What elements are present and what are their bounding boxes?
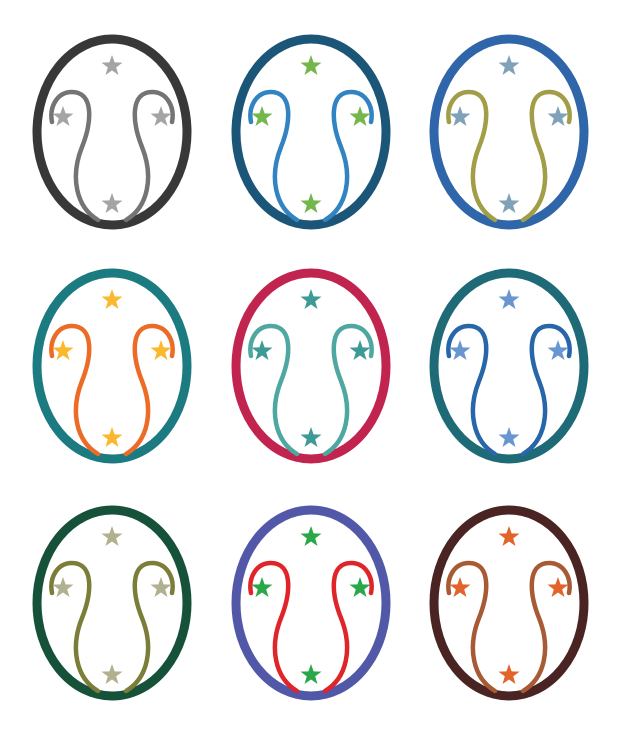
emblem [32,505,192,701]
top-star-icon [300,526,322,546]
top-star-icon [101,526,123,546]
bottom-star-icon [300,427,322,447]
left-star-icon [449,106,471,126]
top-star-icon [498,289,520,309]
bottom-star-icon [498,193,520,213]
left-swirl [446,323,498,457]
emblem-ring [429,268,589,464]
emblem-ring [32,505,192,701]
left-swirl [49,560,101,694]
left-star-icon [251,340,273,360]
left-swirl [49,323,101,457]
right-star-icon [547,106,569,126]
bottom-star-icon [498,427,520,447]
left-swirl [49,89,101,223]
left-star-icon [52,106,74,126]
emblems-layer [32,34,589,701]
top-star-icon [101,289,123,309]
emblem [429,505,589,701]
bottom-star-icon [101,427,123,447]
emblem-ring [429,505,589,701]
right-swirl [322,89,374,223]
top-star-icon [101,55,123,75]
emblem [429,34,589,230]
right-swirl [322,560,374,694]
emblem-ring [231,505,391,701]
emblem [231,34,391,230]
bottom-star-icon [300,664,322,684]
right-star-icon [150,340,172,360]
top-star-icon [300,289,322,309]
right-swirl [322,323,374,457]
left-swirl [248,323,300,457]
emblem [429,268,589,464]
emblem-ring [231,34,391,230]
emblem [32,34,192,230]
left-star-icon [52,340,74,360]
right-swirl [520,89,572,223]
left-star-icon [449,340,471,360]
right-star-icon [547,577,569,597]
emblem-ring [32,34,192,230]
emblem-ring [32,268,192,464]
bottom-star-icon [300,193,322,213]
left-swirl [248,89,300,223]
top-star-icon [498,55,520,75]
right-star-icon [349,340,371,360]
top-star-icon [498,526,520,546]
right-star-icon [349,577,371,597]
right-swirl [520,323,572,457]
left-star-icon [52,577,74,597]
left-star-icon [251,106,273,126]
bottom-star-icon [498,664,520,684]
emblem-ring [429,34,589,230]
left-swirl [446,560,498,694]
bottom-star-icon [101,664,123,684]
left-swirl [446,89,498,223]
right-swirl [123,560,175,694]
left-star-icon [251,577,273,597]
right-swirl [520,560,572,694]
emblem [231,505,391,701]
right-star-icon [150,577,172,597]
right-star-icon [349,106,371,126]
right-swirl [123,89,175,223]
right-swirl [123,323,175,457]
left-star-icon [449,577,471,597]
emblem [32,268,192,464]
right-star-icon [150,106,172,126]
left-swirl [248,560,300,694]
emblem-ring [231,268,391,464]
top-star-icon [300,55,322,75]
right-star-icon [547,340,569,360]
bottom-star-icon [101,193,123,213]
emblem [231,268,391,464]
